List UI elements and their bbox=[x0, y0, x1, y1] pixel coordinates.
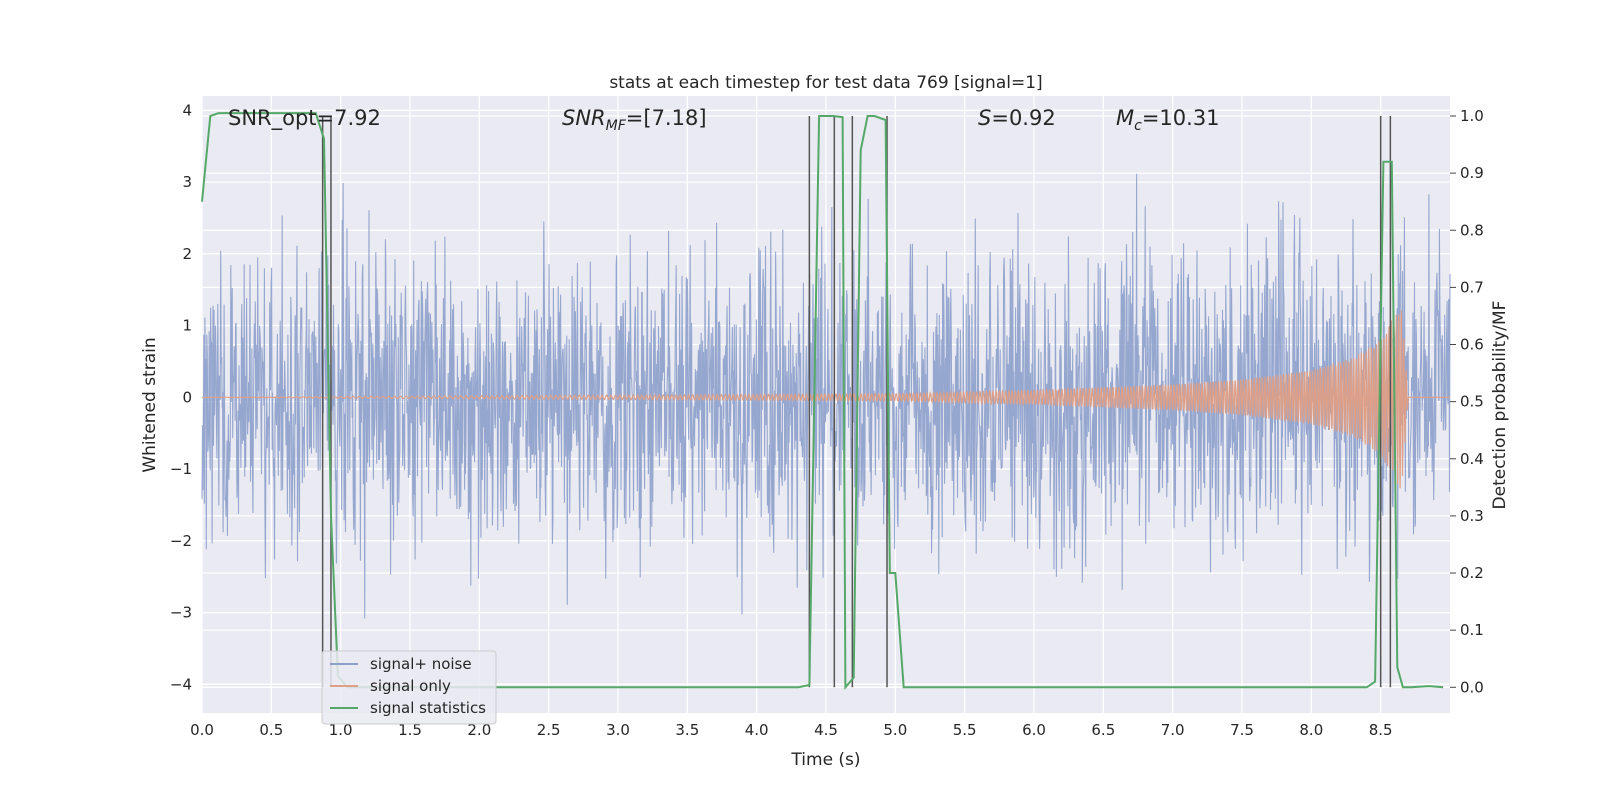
x-axis-label: Time (s) bbox=[790, 750, 860, 770]
x-tick-label: 4.0 bbox=[745, 721, 769, 739]
annotation-snr-mf: SNRMF=[7.18] bbox=[562, 106, 707, 134]
y-tick-label-right: 1.0 bbox=[1460, 107, 1484, 125]
x-tick-label: 4.5 bbox=[814, 721, 838, 739]
y-tick-label-left: 4 bbox=[182, 101, 192, 119]
chart-title: stats at each timestep for test data 769… bbox=[609, 73, 1042, 93]
annotation-mc-rest: =10.31 bbox=[1142, 106, 1220, 130]
y-tick-label-right: 0.0 bbox=[1460, 678, 1484, 696]
y-tick-label-left: 0 bbox=[182, 388, 192, 406]
annotation-snr-mf-sub: MF bbox=[606, 118, 627, 134]
legend-label-signal-statistics: signal statistics bbox=[370, 699, 486, 717]
x-tick-label: 6.0 bbox=[1022, 721, 1046, 739]
x-tick-label: 5.5 bbox=[953, 721, 977, 739]
y-tick-label-right: 0.2 bbox=[1460, 564, 1484, 582]
x-tick-label: 2.5 bbox=[537, 721, 561, 739]
y-tick-label-left: −4 bbox=[170, 675, 192, 693]
y-tick-label-left: −3 bbox=[170, 604, 192, 622]
series-signal-plus-noise bbox=[201, 173, 1451, 619]
y-axis-label-left: Whitened strain bbox=[140, 337, 160, 472]
x-tick-label: 1.0 bbox=[329, 721, 353, 739]
series-signal-statistics-line bbox=[201, 112, 1444, 690]
annotation-snr-opt: SNR_opt=7.92 bbox=[228, 106, 381, 131]
y-tick-label-right: 0.6 bbox=[1460, 336, 1484, 354]
x-tick-label: 7.0 bbox=[1161, 721, 1185, 739]
legend-label-signal-plus-noise: signal+ noise bbox=[370, 655, 472, 673]
y-tick-label-left: 2 bbox=[182, 245, 192, 263]
x-tick-label: 8.0 bbox=[1299, 721, 1323, 739]
x-tick-label: 0.0 bbox=[190, 721, 214, 739]
y-axis-label-right: Detection probability/MF bbox=[1490, 301, 1510, 510]
annotation-s-name: S bbox=[978, 106, 991, 130]
series-signal-plus-noise-line bbox=[201, 173, 1451, 619]
y-tick-label-right: 0.4 bbox=[1460, 450, 1484, 468]
legend-label-signal-only: signal only bbox=[370, 677, 451, 695]
x-tick-label: 6.5 bbox=[1091, 721, 1115, 739]
legend: signal+ noise signal only signal statist… bbox=[321, 650, 497, 725]
tick-labels: 0.0 0.5 1.0 1.5 2.0 2.5 3.0 3.5 4.0 4.5 5.0 5.5 6.0 6… bbox=[170, 101, 1484, 739]
annotation-snr-mf-rest: =[7.18] bbox=[626, 106, 707, 130]
series-signal-only bbox=[202, 310, 1450, 489]
annotation-s-rest: =0.92 bbox=[991, 106, 1055, 130]
y-tick-label-left: −2 bbox=[170, 532, 192, 550]
series-signal-only-line bbox=[202, 310, 1450, 489]
x-tick-label: 8.5 bbox=[1369, 721, 1393, 739]
annotation-mc: Mc=10.31 bbox=[1116, 106, 1220, 134]
series-signal-statistics bbox=[201, 112, 1444, 690]
y-tick-label-right: 0.9 bbox=[1460, 164, 1484, 182]
x-tick-label: 3.0 bbox=[606, 721, 630, 739]
y-tick-label-right: 0.8 bbox=[1460, 221, 1484, 239]
annotation-mc-base: M bbox=[1116, 106, 1134, 130]
y-tick-label-right: 0.7 bbox=[1460, 278, 1484, 296]
y-tick-label-left: 1 bbox=[182, 317, 192, 335]
y-tick-label-left: −1 bbox=[170, 460, 192, 478]
x-tick-label: 2.0 bbox=[467, 721, 491, 739]
x-tick-label: 1.5 bbox=[398, 721, 422, 739]
annotation-snr-mf-base: SNR bbox=[562, 106, 606, 130]
annotation-mc-sub: c bbox=[1134, 118, 1142, 134]
legend-box bbox=[321, 650, 497, 725]
x-tick-label: 7.5 bbox=[1230, 721, 1254, 739]
y-tick-label-right: 0.1 bbox=[1460, 621, 1484, 639]
x-tick-label: 5.0 bbox=[883, 721, 907, 739]
vertical-markers bbox=[321, 115, 1392, 688]
y-tick-label-right: 0.3 bbox=[1460, 507, 1484, 525]
y-tick-label-left: 3 bbox=[182, 173, 192, 191]
x-tick-label: 0.5 bbox=[259, 721, 283, 739]
y-tick-label-right: 0.5 bbox=[1460, 393, 1484, 411]
annotation-s: S=0.92 bbox=[978, 106, 1056, 130]
x-tick-label: 3.5 bbox=[675, 721, 699, 739]
